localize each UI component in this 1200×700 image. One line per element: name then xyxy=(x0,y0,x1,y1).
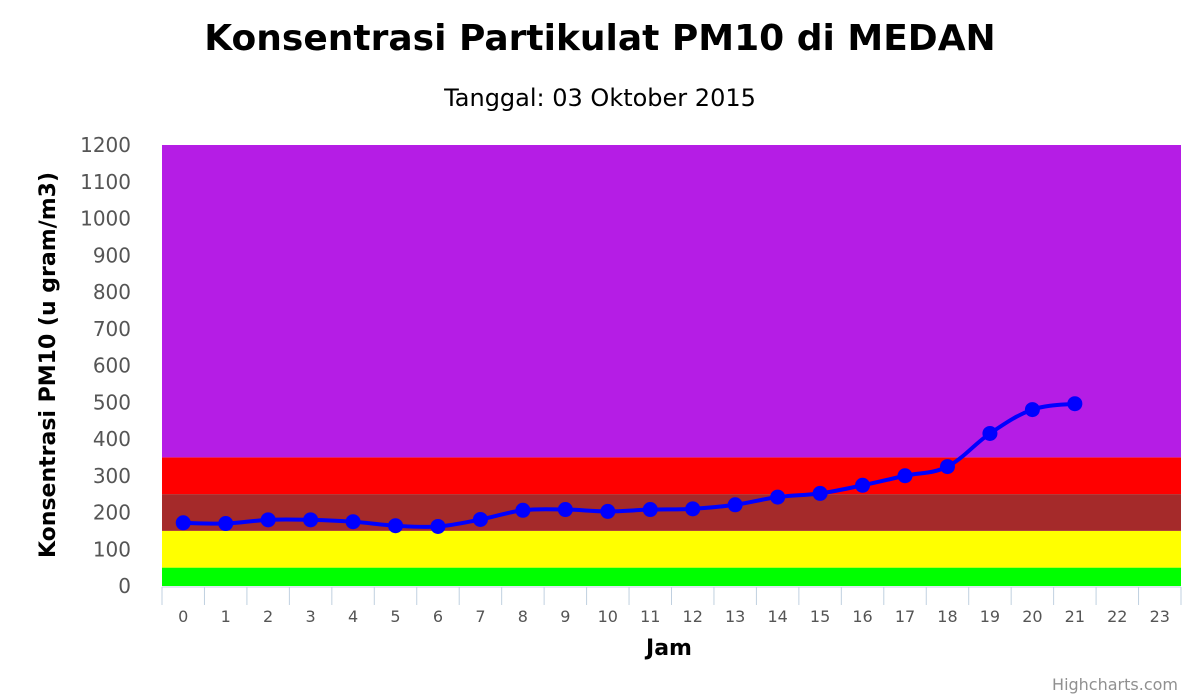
x-tick-label: 9 xyxy=(560,607,570,626)
data-point-hour-11[interactable] xyxy=(642,502,658,518)
data-point-hour-18[interactable] xyxy=(939,459,955,475)
y-tick-label: 1200 xyxy=(80,133,131,157)
data-point-hour-6[interactable] xyxy=(430,518,446,534)
y-tick-label: 200 xyxy=(93,501,131,525)
x-axis: 0 1 2 3 4 5 6 7 8 9 10 11 12 13 14 15 16 17 18 19 20 21 22 23 xyxy=(161,586,1182,626)
y-tick-label: 0 xyxy=(118,574,131,598)
plot-band-3 xyxy=(162,457,1181,495)
data-point-hour-21[interactable] xyxy=(1067,396,1083,412)
x-tick-label: 11 xyxy=(640,607,660,626)
y-axis-ticks: 0 100 200 300 400 500 600 700 800 900 1000 1100 1200 xyxy=(80,133,131,598)
x-tick-label: 2 xyxy=(263,607,273,626)
data-point-hour-2[interactable] xyxy=(260,512,276,528)
x-tick-label: 4 xyxy=(348,607,358,626)
plot-band-1 xyxy=(162,530,1181,568)
data-point-hour-0[interactable] xyxy=(175,515,191,531)
data-point-hour-9[interactable] xyxy=(557,502,573,518)
x-tick-label: 8 xyxy=(518,607,528,626)
chart-subtitle: Tanggal: 03 Oktober 2015 xyxy=(443,84,756,112)
series-pm10 xyxy=(175,396,1083,534)
y-tick-label: 700 xyxy=(93,317,131,341)
x-tick-label: 6 xyxy=(433,607,443,626)
x-tick-label: 16 xyxy=(852,607,872,626)
data-point-hour-20[interactable] xyxy=(1024,402,1040,418)
x-tick-label: 0 xyxy=(178,607,188,626)
data-point-hour-15[interactable] xyxy=(812,485,828,501)
x-axis-title: Jam xyxy=(644,636,692,661)
data-point-hour-10[interactable] xyxy=(600,503,616,519)
plot-band-2 xyxy=(162,494,1181,531)
plot-band-0 xyxy=(162,567,1181,586)
data-point-hour-7[interactable] xyxy=(472,511,488,527)
x-tick-label: 17 xyxy=(895,607,915,626)
data-point-hour-3[interactable] xyxy=(303,512,319,528)
data-point-hour-5[interactable] xyxy=(388,518,404,534)
x-tick-label: 13 xyxy=(725,607,745,626)
data-point-hour-1[interactable] xyxy=(218,516,234,532)
y-axis-title: Konsentrasi PM10 (u gram/m3) xyxy=(36,172,61,558)
data-point-hour-16[interactable] xyxy=(855,477,871,493)
y-tick-label: 500 xyxy=(93,390,131,414)
plot-bands xyxy=(162,145,1181,586)
x-tick-label: 7 xyxy=(475,607,485,626)
chart-title: Konsentrasi Partikulat PM10 di MEDAN xyxy=(204,18,995,59)
y-tick-label: 900 xyxy=(93,243,131,267)
data-point-hour-17[interactable] xyxy=(897,468,913,484)
x-tick-label: 23 xyxy=(1150,607,1170,626)
credits-link[interactable]: Highcharts.com xyxy=(1052,675,1178,694)
x-tick-label: 12 xyxy=(683,607,703,626)
x-tick-label: 22 xyxy=(1107,607,1127,626)
x-tick-label: 20 xyxy=(1022,607,1042,626)
x-tick-label: 14 xyxy=(767,607,787,626)
y-tick-label: 100 xyxy=(93,537,131,561)
data-point-hour-4[interactable] xyxy=(345,514,361,530)
x-tick-label: 15 xyxy=(810,607,830,626)
x-tick-label: 18 xyxy=(937,607,957,626)
data-point-hour-8[interactable] xyxy=(515,502,531,518)
y-tick-label: 1000 xyxy=(80,207,131,231)
x-tick-label: 19 xyxy=(980,607,1000,626)
x-tick-label: 10 xyxy=(598,607,618,626)
x-tick-label: 5 xyxy=(390,607,400,626)
y-tick-label: 800 xyxy=(93,280,131,304)
x-tick-label: 3 xyxy=(306,607,316,626)
y-tick-label: 600 xyxy=(93,354,131,378)
data-point-hour-13[interactable] xyxy=(727,497,743,513)
x-tick-label: 21 xyxy=(1065,607,1085,626)
y-tick-label: 400 xyxy=(93,427,131,451)
x-tick-label: 1 xyxy=(221,607,231,626)
y-tick-label: 1100 xyxy=(80,170,131,194)
data-point-hour-19[interactable] xyxy=(982,425,998,441)
data-point-hour-12[interactable] xyxy=(685,501,701,517)
data-point-hour-14[interactable] xyxy=(770,489,786,505)
y-tick-label: 300 xyxy=(93,464,131,488)
series-line xyxy=(183,401,1076,529)
plot-band-4 xyxy=(162,145,1181,458)
